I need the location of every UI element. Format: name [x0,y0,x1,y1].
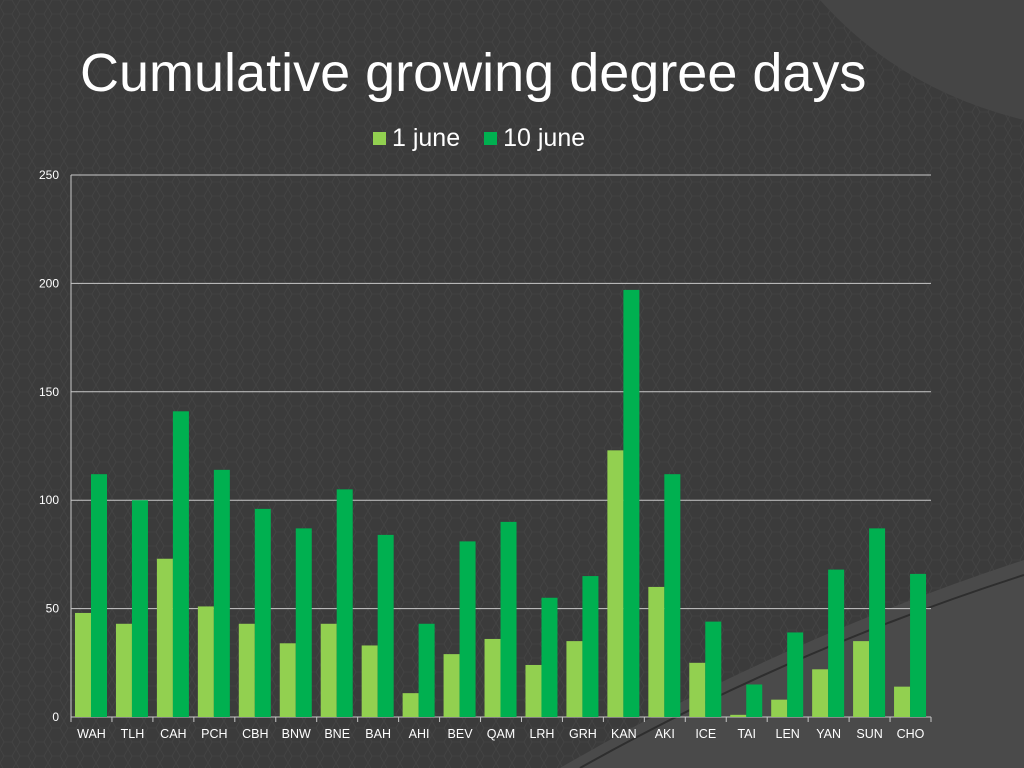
bar-10-june-LRH [541,597,558,717]
bar-10-june-TLH [131,500,148,717]
bar-1-june-BNE [320,623,337,717]
y-tick-label-0: 0 [52,710,59,724]
x-tick-label-PCH: PCH [201,727,227,741]
x-tick-label-CAH: CAH [160,727,186,741]
legend-label-10-june: 10 june [503,124,586,152]
bar-1-june-BAH [361,645,378,717]
x-tick-label-SUN: SUN [856,727,882,741]
legend-item-1-june: 1 june [373,124,460,153]
bar-1-june-ICE [689,662,706,717]
bar-10-june-WAH [91,474,107,717]
x-tick-label-KAN: KAN [611,727,637,741]
x-tick-label-QAM: QAM [487,727,515,741]
x-tick-label-LEN: LEN [776,727,800,741]
legend-swatch-1-june [373,132,386,145]
bar-10-june-CHO [910,573,927,717]
bar-10-june-SUN [869,528,886,717]
bar-1-june-CBH [238,623,255,717]
bar-1-june-QAM [484,638,501,717]
legend-item-10-june: 10 june [484,124,585,153]
x-tick-label-GRH: GRH [569,727,597,741]
x-tick-label-BNW: BNW [282,727,311,741]
bar-10-june-LEN [787,632,804,717]
x-tick-label-CBH: CBH [242,727,268,741]
bar-1-june-GRH [566,641,583,717]
bar-1-june-PCH [197,606,214,717]
bar-1-june-YAN [812,669,829,717]
bar-1-june-KAN [607,450,624,717]
y-tick-label-100: 100 [39,493,59,507]
y-tick-label-50: 50 [46,602,60,616]
bar-1-june-LEN [771,699,788,717]
bar-10-june-AKI [664,474,681,717]
bar-10-june-ICE [705,621,722,717]
bar-10-june-BEV [459,541,476,717]
bar-10-june-BNE [336,489,353,717]
y-tick-label-250: 250 [39,168,59,182]
bar-1-june-BNW [279,643,296,717]
bar-1-june-TLH [115,623,132,717]
bar-1-june-SUN [853,641,870,717]
legend-label-1-june: 1 june [392,124,461,152]
x-tick-label-BNE: BNE [324,727,350,741]
bar-1-june-CHO [894,686,911,717]
x-tick-label-ICE: ICE [695,727,716,741]
x-tick-label-LRH: LRH [529,727,554,741]
y-tick-label-200: 200 [39,276,59,290]
bar-1-june-AKI [648,586,665,717]
bar-1-june-BEV [443,654,460,717]
bar-1-june-LRH [525,664,542,717]
bar-1-june-TAI [730,714,747,717]
corner-arc-top [820,0,1024,120]
bar-10-june-QAM [500,521,517,717]
x-tick-label-TLH: TLH [121,727,145,741]
bar-10-june-GRH [582,576,599,717]
bar-10-june-YAN [828,569,845,717]
x-tick-label-AHI: AHI [409,727,430,741]
x-tick-label-BEV: BEV [448,727,474,741]
x-tick-label-YAN: YAN [816,727,841,741]
slide-title: Cumulative growing degree days [80,43,867,103]
x-tick-label-TAI: TAI [737,727,756,741]
bar-1-june-WAH [75,612,91,717]
bar-10-june-BAH [377,534,394,717]
x-tick-label-CHO: CHO [897,727,925,741]
bar-10-june-CAH [172,411,189,717]
x-tick-label-AKI: AKI [655,727,675,741]
bar-10-june-TAI [746,684,763,717]
bar-1-june-AHI [402,693,419,717]
bar-10-june-AHI [418,623,435,717]
chart-legend: 1 june 10 june [373,124,585,153]
x-tick-label-WAH: WAH [77,727,106,741]
x-tick-label-BAH: BAH [365,727,391,741]
y-tick-label-150: 150 [39,385,59,399]
bar-10-june-KAN [623,289,640,717]
bar-10-june-BNW [295,528,312,717]
bar-1-june-CAH [156,558,173,717]
bar-10-june-PCH [213,469,230,717]
legend-swatch-10-june [484,132,498,145]
bar-10-june-CBH [254,508,271,717]
